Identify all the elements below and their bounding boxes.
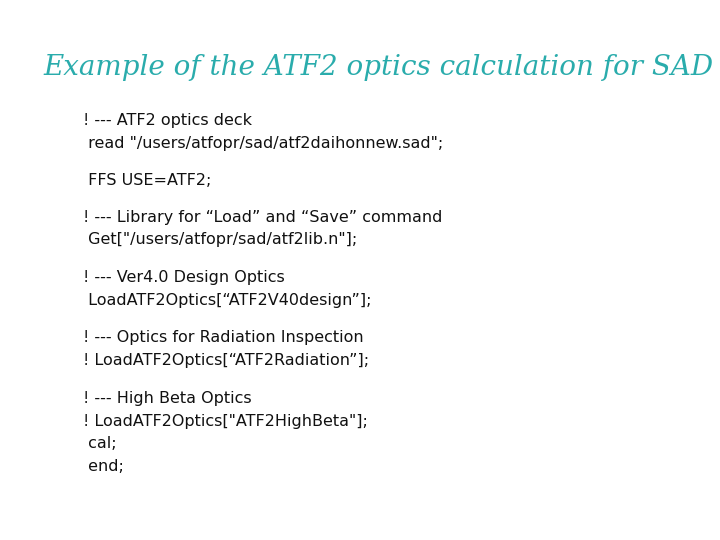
Text: LoadATF2Optics[“ATF2V40design”];: LoadATF2Optics[“ATF2V40design”]; [83,293,372,308]
Text: FFS USE=ATF2;: FFS USE=ATF2; [83,173,211,188]
Text: ! --- Optics for Radiation Inspection: ! --- Optics for Radiation Inspection [83,330,364,346]
Text: ! --- ATF2 optics deck: ! --- ATF2 optics deck [83,113,252,129]
Text: read "/users/atfopr/sad/atf2daihonnew.sad";: read "/users/atfopr/sad/atf2daihonnew.sa… [83,136,443,151]
Text: cal;: cal; [83,436,117,451]
Text: ! --- Library for “Load” and “Save” command: ! --- Library for “Load” and “Save” comm… [83,210,442,225]
Text: ! LoadATF2Optics["ATF2HighBeta"];: ! LoadATF2Optics["ATF2HighBeta"]; [83,414,368,429]
Text: Example of the ATF2 optics calculation for SAD: Example of the ATF2 optics calculation f… [43,54,714,81]
Text: end;: end; [83,459,124,474]
Text: ! --- High Beta Optics: ! --- High Beta Optics [83,391,251,406]
Text: ! --- Ver4.0 Design Optics: ! --- Ver4.0 Design Optics [83,270,284,285]
Text: ! LoadATF2Optics[“ATF2Radiation”];: ! LoadATF2Optics[“ATF2Radiation”]; [83,353,369,368]
Text: Get["/users/atfopr/sad/atf2lib.n"];: Get["/users/atfopr/sad/atf2lib.n"]; [83,232,357,247]
